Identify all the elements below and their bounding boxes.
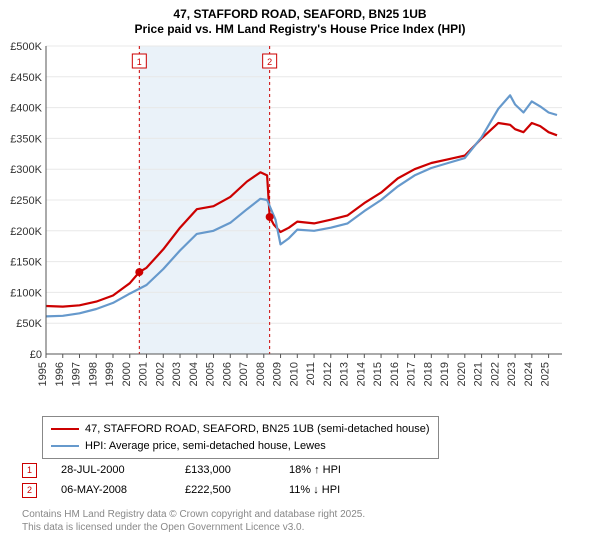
- svg-text:2021: 2021: [473, 362, 485, 386]
- event-price: £133,000: [185, 464, 265, 476]
- legend-label: 47, STAFFORD ROAD, SEAFORD, BN25 1UB (se…: [85, 421, 430, 438]
- table-row: 2 06-MAY-2008 £222,500 11% ↓ HPI: [22, 480, 389, 500]
- svg-text:2014: 2014: [355, 362, 367, 386]
- svg-text:2000: 2000: [121, 362, 133, 386]
- svg-text:£50K: £50K: [16, 318, 42, 330]
- svg-text:2006: 2006: [221, 362, 233, 386]
- svg-text:2008: 2008: [255, 362, 267, 386]
- legend-swatch: [51, 445, 79, 447]
- svg-text:2015: 2015: [372, 362, 384, 386]
- svg-text:£400K: £400K: [10, 103, 42, 115]
- svg-text:2002: 2002: [154, 362, 166, 386]
- svg-text:2012: 2012: [322, 362, 334, 386]
- event-date: 28-JUL-2000: [61, 464, 161, 476]
- legend-label: HPI: Average price, semi-detached house,…: [85, 438, 326, 455]
- svg-text:£350K: £350K: [10, 134, 42, 146]
- svg-text:2013: 2013: [339, 362, 351, 386]
- page-subtitle: Price paid vs. HM Land Registry's House …: [0, 22, 600, 36]
- page-title: 47, STAFFORD ROAD, SEAFORD, BN25 1UB: [0, 0, 600, 22]
- svg-text:1997: 1997: [71, 362, 83, 386]
- legend-item: 47, STAFFORD ROAD, SEAFORD, BN25 1UB (se…: [51, 421, 430, 438]
- svg-text:£250K: £250K: [10, 195, 42, 207]
- svg-text:2024: 2024: [523, 362, 535, 386]
- event-diff: 18% ↑ HPI: [289, 464, 389, 476]
- svg-text:£200K: £200K: [10, 226, 42, 238]
- svg-text:£0: £0: [30, 349, 42, 361]
- legend-item: HPI: Average price, semi-detached house,…: [51, 438, 430, 455]
- legend-swatch: [51, 428, 79, 430]
- svg-text:£300K: £300K: [10, 164, 42, 176]
- table-row: 1 28-JUL-2000 £133,000 18% ↑ HPI: [22, 460, 389, 480]
- svg-text:1998: 1998: [87, 362, 99, 386]
- chart-svg: £0 £50K £100K £150K £200K £250K £300K £350K £400…: [8, 42, 568, 402]
- svg-text:2023: 2023: [506, 362, 518, 386]
- svg-text:2: 2: [267, 57, 272, 67]
- sale-events-table: 1 28-JUL-2000 £133,000 18% ↑ HPI 2 06-MA…: [22, 460, 389, 500]
- svg-text:2016: 2016: [389, 362, 401, 386]
- svg-text:2003: 2003: [171, 362, 183, 386]
- svg-text:£500K: £500K: [10, 42, 42, 53]
- svg-text:1996: 1996: [54, 362, 66, 386]
- svg-text:2018: 2018: [422, 362, 434, 386]
- credits-line: This data is licensed under the Open Gov…: [22, 521, 365, 534]
- svg-text:£100K: £100K: [10, 288, 42, 300]
- event-diff: 11% ↓ HPI: [289, 484, 389, 496]
- svg-text:2005: 2005: [205, 362, 217, 386]
- svg-text:2001: 2001: [138, 362, 150, 386]
- legend: 47, STAFFORD ROAD, SEAFORD, BN25 1UB (se…: [42, 416, 439, 459]
- event-price: £222,500: [185, 484, 265, 496]
- event-marker: 2: [22, 483, 37, 498]
- credits: Contains HM Land Registry data © Crown c…: [22, 508, 365, 534]
- svg-text:£150K: £150K: [10, 257, 42, 269]
- svg-text:2017: 2017: [406, 362, 418, 386]
- svg-text:2019: 2019: [439, 362, 451, 386]
- svg-text:2009: 2009: [272, 362, 284, 386]
- event-marker: 1: [22, 463, 37, 478]
- svg-text:2007: 2007: [238, 362, 250, 386]
- svg-text:1: 1: [137, 57, 142, 67]
- svg-text:£450K: £450K: [10, 72, 42, 84]
- price-chart: £0 £50K £100K £150K £200K £250K £300K £350K £400…: [8, 42, 568, 402]
- event-date: 06-MAY-2008: [61, 484, 161, 496]
- svg-text:1995: 1995: [37, 362, 49, 386]
- svg-text:2004: 2004: [188, 362, 200, 386]
- svg-text:2022: 2022: [489, 362, 501, 386]
- svg-text:2011: 2011: [305, 362, 317, 386]
- credits-line: Contains HM Land Registry data © Crown c…: [22, 508, 365, 521]
- svg-text:1999: 1999: [104, 362, 116, 386]
- svg-text:2010: 2010: [288, 362, 300, 386]
- svg-text:2025: 2025: [540, 362, 552, 386]
- svg-text:2020: 2020: [456, 362, 468, 386]
